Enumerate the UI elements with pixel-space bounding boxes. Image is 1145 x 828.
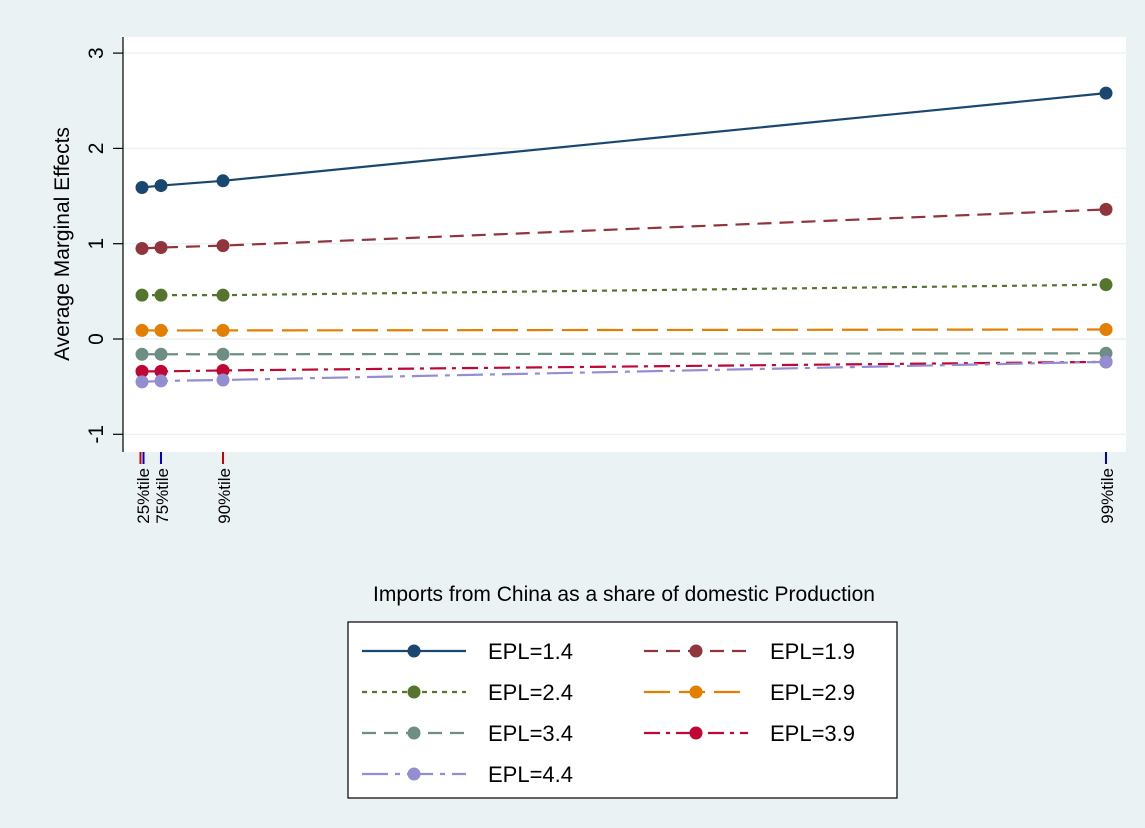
series-line [141, 92, 1107, 189]
legend-label: EPL=2.9 [770, 680, 855, 705]
data-point [216, 174, 230, 188]
legend-item: EPL=1.4 [362, 639, 573, 664]
legend-label: EPL=3.4 [488, 721, 573, 746]
y-axis-ticks: 3 2 1 0 -1 [85, 47, 123, 444]
y-axis-label: Average Marginal Effects [51, 127, 74, 361]
grid-lines [123, 52, 1126, 435]
data-point [135, 241, 149, 255]
legend-label: EPL=1.9 [770, 639, 855, 664]
legend-item: EPL=2.9 [644, 680, 855, 705]
legend-marker [689, 644, 703, 658]
y-tick-label: -1 [85, 425, 108, 444]
legend-marker [407, 726, 421, 740]
data-point [1099, 278, 1113, 292]
data-point [1099, 355, 1113, 369]
series-group [135, 86, 1113, 389]
x-marker-label: 99%tile [1098, 468, 1117, 524]
data-point [154, 347, 168, 361]
series-epl-2-4 [135, 278, 1113, 302]
data-point [135, 375, 149, 389]
series-epl-3-4 [135, 346, 1113, 361]
legend-label: EPL=2.4 [488, 680, 573, 705]
series-epl-2-9 [135, 322, 1113, 337]
legend-marker [407, 685, 421, 699]
data-point [1099, 86, 1113, 100]
x-axis-markers: 25%tile 75%tile 90%tile 99%tile [134, 452, 1117, 524]
legend-box [347, 621, 898, 799]
series-epl-1-4 [135, 86, 1113, 194]
legend-label: EPL=4.4 [488, 762, 573, 787]
legend-marker [407, 767, 421, 781]
series-epl-4-4 [135, 355, 1113, 389]
data-point [135, 347, 149, 361]
legend-marker [689, 726, 703, 740]
legend-label: EPL=1.4 [488, 639, 573, 664]
data-point [216, 363, 230, 377]
x-axis-label: Imports from China as a share of domesti… [373, 583, 875, 606]
data-point [154, 241, 168, 255]
legend-label: EPL=3.9 [770, 721, 855, 746]
data-point [154, 323, 168, 337]
series-line [142, 283, 1107, 297]
legend-item: EPL=4.4 [362, 762, 573, 787]
data-point [216, 347, 230, 361]
legend-marker [407, 644, 421, 658]
data-point [216, 288, 230, 302]
series-line [142, 360, 1107, 373]
legend-item: EPL=3.9 [644, 721, 855, 746]
y-tick-label: 0 [85, 333, 108, 345]
data-point [135, 364, 149, 378]
y-tick-label: 3 [85, 47, 108, 59]
data-point [1099, 322, 1113, 336]
data-point [216, 323, 230, 337]
x-marker-label: 25%tile [134, 468, 153, 524]
data-point [154, 179, 168, 193]
x-marker-label: 90%tile [215, 468, 234, 524]
series-line [142, 328, 1107, 332]
data-point [154, 374, 168, 388]
data-point [154, 288, 168, 302]
data-point [135, 180, 149, 194]
legend-marker [689, 685, 703, 699]
legend-item: EPL=1.9 [644, 639, 855, 664]
data-point [154, 364, 168, 378]
data-point [1099, 202, 1113, 216]
series-line [141, 360, 1107, 383]
series-line [142, 352, 1107, 356]
y-tick-label: 1 [85, 238, 108, 250]
plot-area [123, 37, 1126, 452]
legend: EPL=1.4 EPL=1.9 EPL=2.4 EPL=2.9 EPL=3.4 EPL=3… [362, 639, 855, 787]
legend-item: EPL=2.4 [362, 680, 573, 705]
x-marker-label: 75%tile [153, 468, 172, 524]
data-point [135, 323, 149, 337]
data-point [135, 288, 149, 302]
legend-item: EPL=3.4 [362, 721, 573, 746]
series-epl-1-9 [135, 202, 1113, 255]
y-tick-label: 2 [85, 143, 108, 155]
data-point [216, 239, 230, 253]
data-point [216, 373, 230, 387]
series-line [141, 208, 1107, 250]
